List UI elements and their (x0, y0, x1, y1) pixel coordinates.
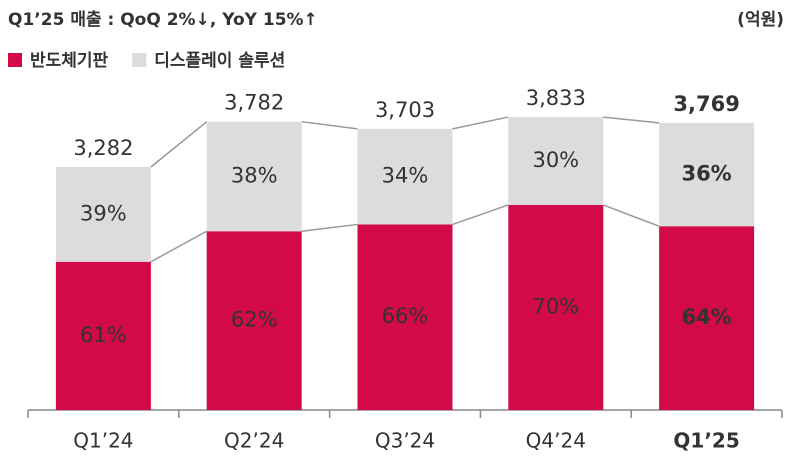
bar-segment (206, 231, 302, 410)
connector-line (603, 116, 660, 124)
bar-segment (508, 117, 604, 205)
total-label: 3,703 (375, 98, 435, 122)
connector-line (150, 230, 208, 263)
x-tick-label: Q2’24 (224, 429, 284, 453)
x-tick-label: Q4’24 (526, 429, 586, 453)
bar-segment (55, 166, 151, 262)
connector-line (150, 121, 208, 168)
data-label: 61% (80, 323, 127, 347)
bar-segment (659, 122, 755, 227)
data-label: 64% (681, 305, 731, 329)
bar-segment (55, 261, 151, 410)
chart-title: Q1’25 매출 : QoQ 2%↓, YoY 15%↑ (8, 10, 318, 30)
bar-segment (357, 224, 453, 410)
bar-segment (659, 226, 755, 410)
connector-line (452, 204, 509, 226)
connector-line (301, 223, 358, 232)
data-label: 62% (231, 308, 278, 332)
x-tick-label: Q1’24 (73, 429, 133, 453)
data-label: 34% (382, 164, 429, 188)
data-label: 36% (681, 162, 731, 186)
connector-line (301, 120, 358, 130)
legend-label: 반도체기판 (30, 51, 109, 71)
data-label: 38% (231, 163, 278, 187)
total-label: 3,769 (673, 92, 739, 116)
data-label: 70% (532, 294, 579, 318)
data-label: 39% (80, 201, 127, 225)
x-tick-label: Q3’24 (375, 429, 435, 453)
bar-segment (508, 204, 604, 410)
bar-segment (206, 121, 302, 232)
total-label: 3,782 (224, 91, 284, 115)
data-label: 66% (382, 304, 429, 328)
legend-swatch (132, 53, 147, 67)
data-label: 30% (532, 148, 579, 172)
unit-label: (억원) (737, 10, 784, 30)
legend-label: 디스플레이 솔루션 (154, 51, 285, 71)
connector-line (603, 204, 660, 227)
bar-segment (357, 128, 453, 225)
legend-swatch (8, 53, 22, 67)
total-label: 3,833 (526, 86, 586, 110)
x-tick-label: Q1’25 (673, 429, 739, 453)
total-label: 3,282 (73, 136, 133, 160)
connector-line (452, 116, 509, 130)
